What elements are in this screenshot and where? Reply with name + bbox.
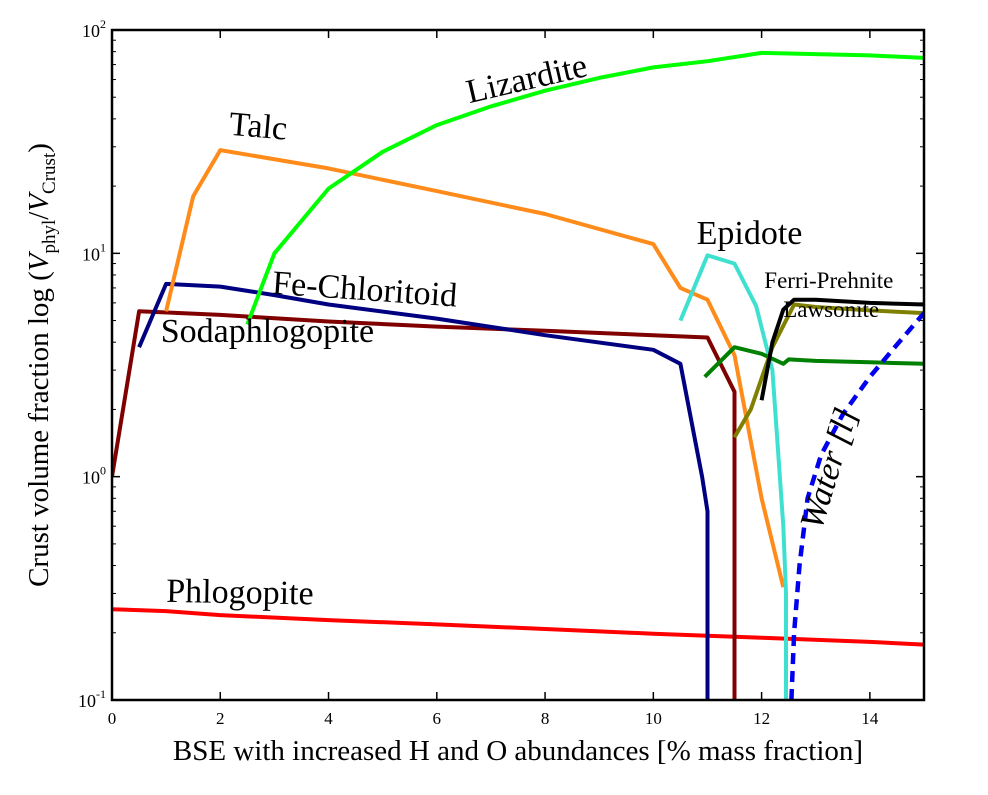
curve-label-water-l: Water [l] bbox=[793, 404, 865, 534]
x-tick-label: 10 bbox=[645, 709, 662, 728]
y-axis-title: Crust volume fraction log (Vphyl/VCrust) bbox=[23, 143, 60, 587]
curve-label-ferri-prehnite: Ferri-Prehnite bbox=[764, 268, 893, 293]
x-tick-label: 12 bbox=[753, 709, 770, 728]
series-layer bbox=[112, 50, 924, 700]
series-line-phlogopite bbox=[112, 607, 924, 647]
series-line-ferri-prehnite bbox=[759, 297, 924, 401]
x-axis-title: BSE with increased H and O abundances [%… bbox=[173, 735, 863, 767]
x-tick-label: 0 bbox=[108, 709, 117, 728]
y-tick-label: 10-1 bbox=[78, 687, 106, 711]
ticks-layer: 0 2 4 6 8 10 12 14 10-1 100 101 102 bbox=[78, 17, 924, 728]
x-tick-label: 2 bbox=[216, 709, 225, 728]
series-line-epidote bbox=[678, 253, 788, 700]
x-tick-label: 14 bbox=[861, 709, 879, 728]
curve-label-epidote: Epidote bbox=[697, 215, 803, 252]
plot-frame bbox=[110, 28, 926, 702]
curve-label-sodaphlogopite: Sodaphlogopite bbox=[161, 313, 374, 350]
y-tick-label: 101 bbox=[82, 240, 106, 264]
series-line-talc bbox=[164, 148, 786, 588]
curve-label-talc: Talc bbox=[228, 106, 289, 148]
curve-label-fe-chloritoid: Fe-Chloritoid bbox=[271, 265, 458, 315]
curve-label-lizardite: Lizardite bbox=[463, 47, 591, 111]
series-line-lawsonite bbox=[703, 345, 924, 379]
curve-label-phlogopite: Phlogopite bbox=[166, 573, 314, 613]
series-line-water-l bbox=[789, 311, 924, 700]
curve-label-lawsonite: Lawsonite bbox=[783, 297, 879, 322]
x-tick-label: 8 bbox=[541, 709, 550, 728]
series-line-fe-chloritoid bbox=[137, 281, 710, 700]
labels-layer: Lizardite Talc Epidote Ferri-Prehnite Lawson… bbox=[161, 47, 894, 612]
x-tick-label: 4 bbox=[324, 709, 333, 728]
series-line-lizardite bbox=[245, 50, 924, 326]
series-line-sodaphlogopite bbox=[112, 309, 737, 700]
x-tick-label: 6 bbox=[433, 709, 442, 728]
y-tick-label: 100 bbox=[82, 464, 106, 488]
y-tick-label: 102 bbox=[82, 17, 106, 41]
series-line-lawsonite-companion bbox=[732, 302, 924, 439]
